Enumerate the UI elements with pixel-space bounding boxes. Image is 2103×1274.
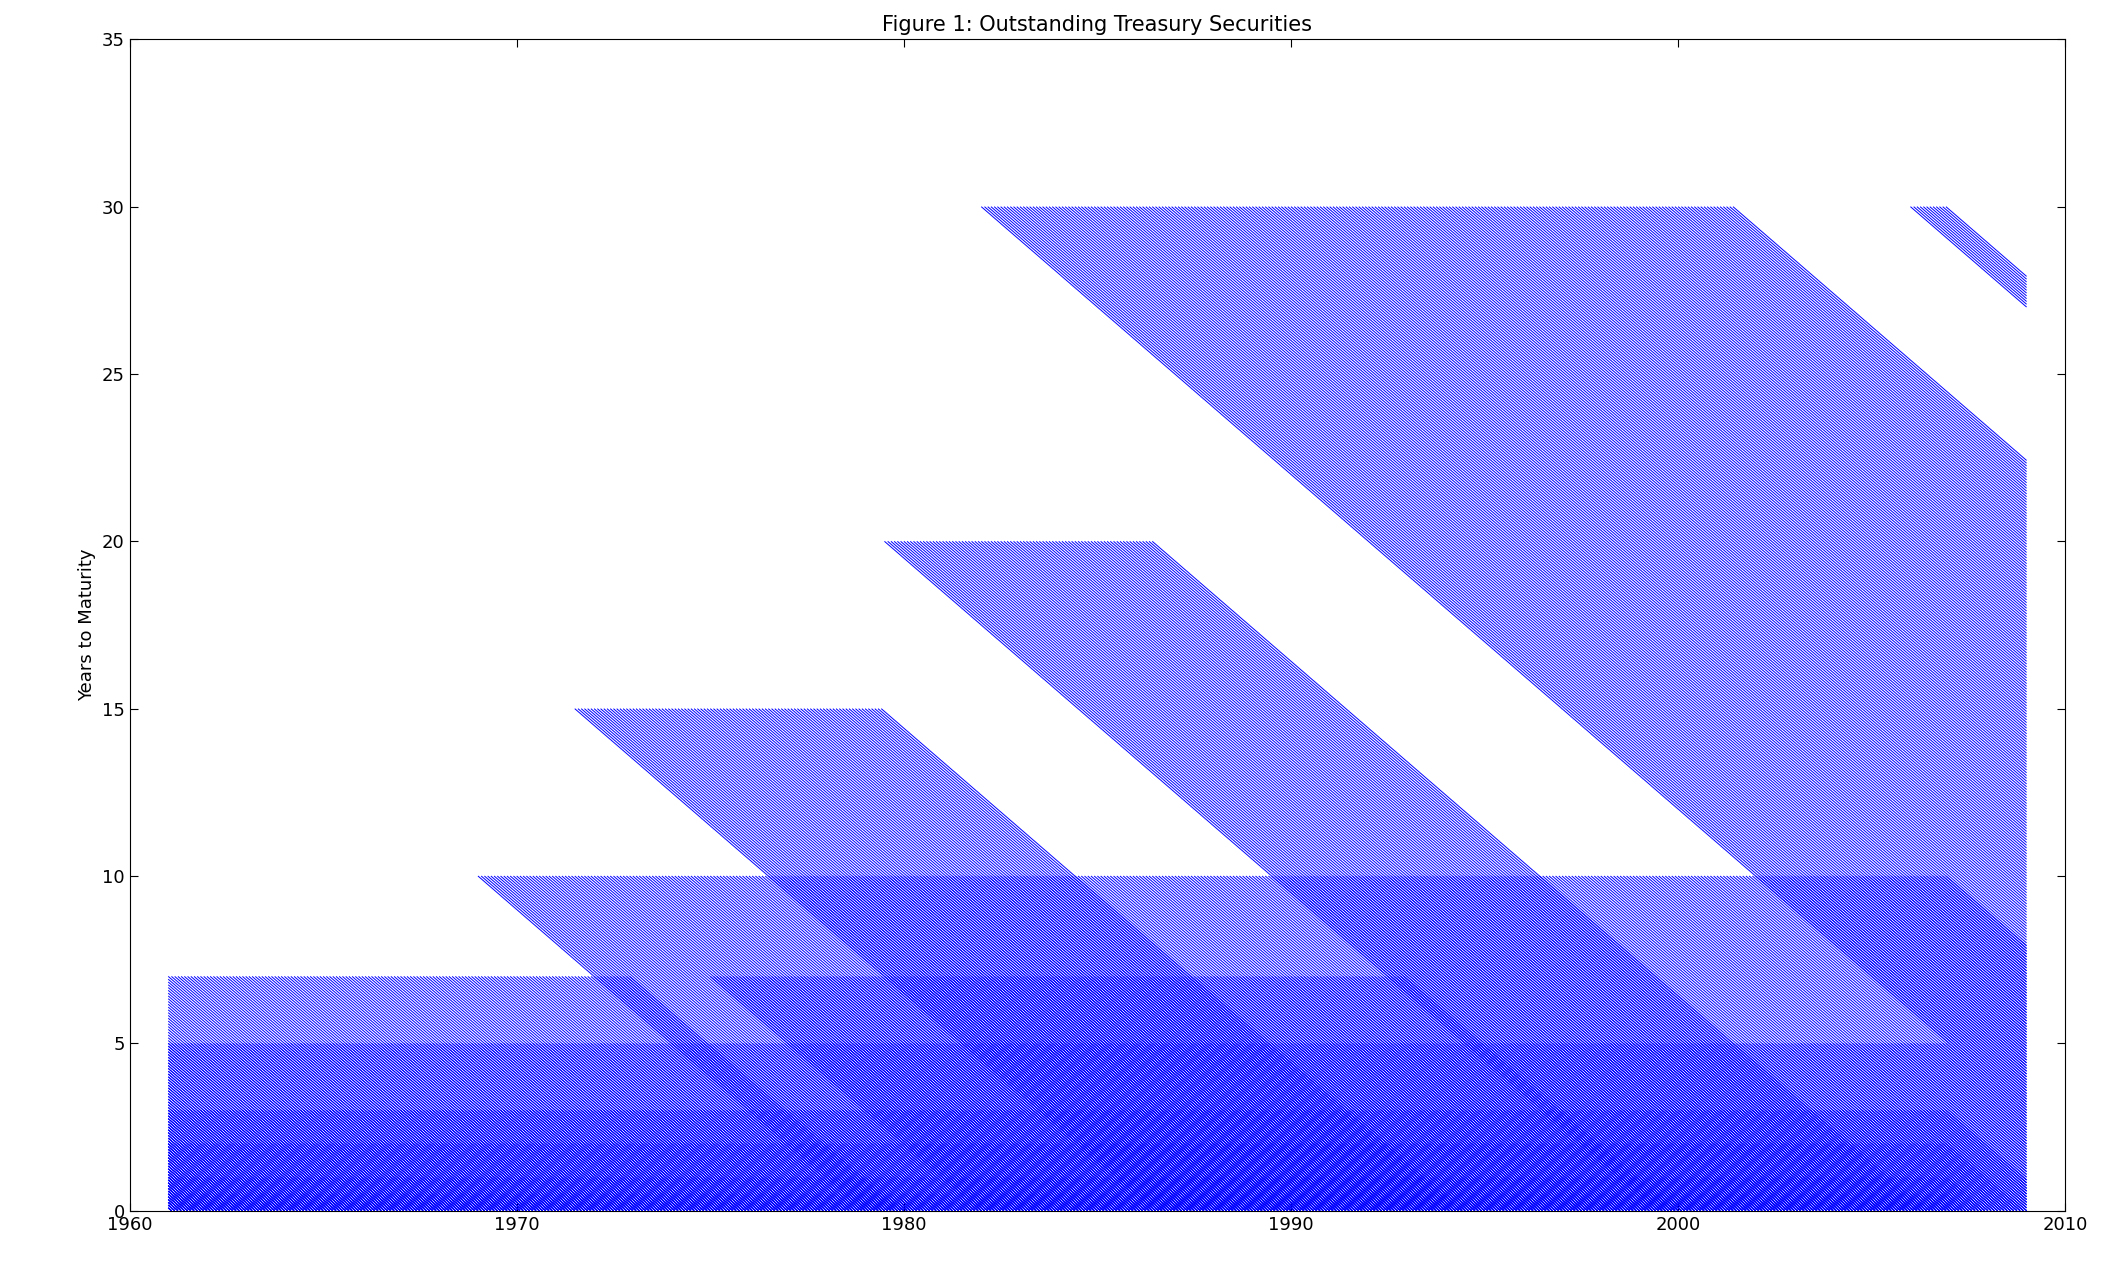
Y-axis label: Years to Maturity: Years to Maturity	[78, 549, 97, 701]
Title: Figure 1: Outstanding Treasury Securities: Figure 1: Outstanding Treasury Securitie…	[883, 15, 1312, 34]
